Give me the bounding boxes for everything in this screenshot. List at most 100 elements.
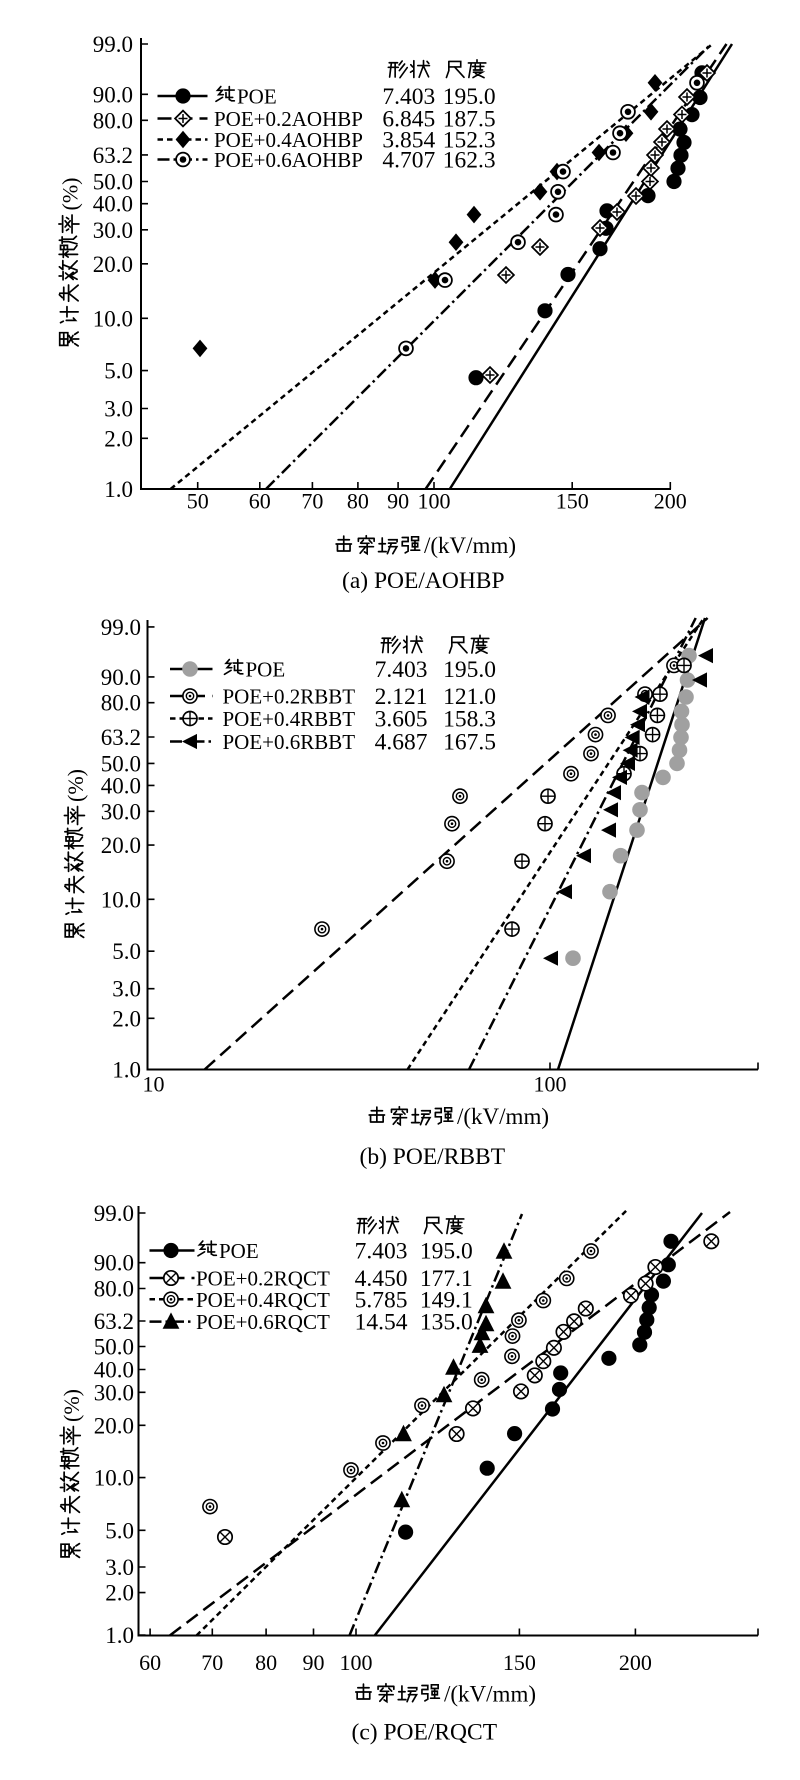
svg-text:14.54: 14.54: [355, 1310, 408, 1336]
svg-text:POE: POE: [237, 85, 277, 109]
svg-text:40.0: 40.0: [93, 192, 133, 217]
svg-text:50.0: 50.0: [93, 170, 133, 195]
svg-text:2.0: 2.0: [112, 1006, 141, 1031]
svg-text:50.0: 50.0: [101, 751, 141, 776]
svg-text:70: 70: [201, 1650, 223, 1675]
svg-text:10: 10: [143, 1072, 165, 1097]
svg-text:158.3: 158.3: [443, 707, 496, 733]
svg-text:4.450: 4.450: [355, 1266, 408, 1292]
svg-text:90: 90: [387, 489, 409, 514]
svg-text:63.2: 63.2: [101, 725, 141, 750]
svg-text:20.0: 20.0: [94, 1413, 134, 1438]
svg-text:20.0: 20.0: [101, 833, 141, 858]
svg-text:63.2: 63.2: [93, 143, 133, 168]
svg-text:2.0: 2.0: [105, 1581, 134, 1606]
svg-text:3.0: 3.0: [104, 397, 133, 422]
svg-text:100: 100: [418, 489, 451, 514]
svg-text:167.5: 167.5: [443, 730, 496, 756]
svg-text:POE: POE: [246, 658, 286, 682]
svg-text:195.0: 195.0: [443, 657, 496, 683]
svg-text:187.5: 187.5: [443, 107, 496, 133]
svg-text:(%): (%): [63, 769, 88, 802]
svg-text:20.0: 20.0: [93, 252, 133, 277]
svg-text:80.0: 80.0: [94, 1277, 134, 1302]
svg-text:80.0: 80.0: [101, 691, 141, 716]
svg-text:70: 70: [301, 489, 323, 514]
svg-text:2.121: 2.121: [375, 684, 428, 710]
svg-text:6.845: 6.845: [382, 107, 435, 133]
svg-text:10.0: 10.0: [93, 306, 133, 331]
svg-text:99.0: 99.0: [101, 615, 141, 640]
svg-text:1.0: 1.0: [104, 477, 133, 502]
svg-text:99.0: 99.0: [94, 1201, 134, 1226]
svg-text:99.0: 99.0: [93, 32, 133, 57]
svg-text:63.2: 63.2: [94, 1309, 134, 1334]
svg-text:80: 80: [347, 489, 369, 514]
svg-text:3.0: 3.0: [112, 977, 141, 1002]
svg-text:(%): (%): [58, 178, 83, 211]
svg-text:162.3: 162.3: [443, 148, 496, 174]
svg-text:POE+0.2AOHBP: POE+0.2AOHBP: [214, 107, 363, 131]
svg-text:(c) POE/RQCT: (c) POE/RQCT: [352, 1720, 498, 1746]
svg-text:1.0: 1.0: [105, 1623, 134, 1648]
svg-text:5.0: 5.0: [112, 939, 141, 964]
svg-text:150: 150: [556, 489, 589, 514]
svg-text:(b) POE/RBBT: (b) POE/RBBT: [360, 1144, 506, 1170]
svg-text:195.0: 195.0: [420, 1239, 473, 1265]
svg-text:7.403: 7.403: [355, 1239, 408, 1265]
svg-text:POE+0.4RQCT: POE+0.4RQCT: [196, 1288, 330, 1312]
svg-text:50: 50: [187, 489, 209, 514]
svg-text:80: 80: [255, 1650, 277, 1675]
svg-text:POE: POE: [219, 1239, 259, 1263]
svg-text:/(kV/mm): /(kV/mm): [424, 533, 516, 558]
svg-text:152.3: 152.3: [443, 128, 496, 154]
svg-text:7.403: 7.403: [375, 657, 428, 683]
svg-text:(a) POE/AOHBP: (a) POE/AOHBP: [342, 568, 505, 594]
svg-text:60: 60: [139, 1650, 161, 1675]
svg-text:POE+0.6RBBT: POE+0.6RBBT: [223, 730, 356, 754]
svg-text:POE+0.2RBBT: POE+0.2RBBT: [223, 685, 356, 709]
svg-text:121.0: 121.0: [443, 684, 496, 710]
svg-text:/(kV/mm): /(kV/mm): [457, 1104, 549, 1129]
svg-text:177.1: 177.1: [420, 1266, 473, 1292]
svg-text:1.0: 1.0: [112, 1058, 141, 1083]
svg-text:7.403: 7.403: [382, 84, 435, 110]
svg-text:POE+0.6AOHBP: POE+0.6AOHBP: [214, 148, 363, 172]
svg-text:50.0: 50.0: [94, 1335, 134, 1360]
svg-text:10.0: 10.0: [94, 1466, 134, 1491]
svg-text:60: 60: [249, 489, 271, 514]
svg-text:5.785: 5.785: [355, 1287, 408, 1313]
svg-text:/(kV/mm): /(kV/mm): [444, 1682, 536, 1707]
svg-text:POE+0.4AOHBP: POE+0.4AOHBP: [214, 128, 363, 152]
svg-text:POE+0.4RBBT: POE+0.4RBBT: [223, 707, 356, 731]
svg-text:10.0: 10.0: [101, 887, 141, 912]
svg-text:3.605: 3.605: [375, 707, 428, 733]
svg-text:5.0: 5.0: [105, 1518, 134, 1543]
svg-text:30.0: 30.0: [101, 799, 141, 824]
svg-text:3.0: 3.0: [105, 1555, 134, 1580]
svg-text:90: 90: [303, 1650, 325, 1675]
svg-text:5.0: 5.0: [104, 359, 133, 384]
svg-text:POE+0.6RQCT: POE+0.6RQCT: [196, 1310, 330, 1334]
svg-text:149.1: 149.1: [420, 1287, 473, 1313]
svg-text:90.0: 90.0: [101, 665, 141, 690]
svg-text:195.0: 195.0: [443, 84, 496, 110]
svg-text:3.854: 3.854: [382, 128, 435, 154]
svg-text:80.0: 80.0: [93, 108, 133, 133]
svg-text:40.0: 40.0: [94, 1358, 134, 1383]
svg-text:40.0: 40.0: [101, 773, 141, 798]
svg-text:200: 200: [654, 489, 687, 514]
svg-text:4.707: 4.707: [382, 148, 435, 174]
svg-text:90.0: 90.0: [93, 82, 133, 107]
svg-text:135.0: 135.0: [420, 1310, 473, 1336]
svg-text:30.0: 30.0: [94, 1380, 134, 1405]
svg-text:30.0: 30.0: [93, 218, 133, 243]
svg-text:200: 200: [619, 1650, 652, 1675]
svg-text:4.687: 4.687: [375, 730, 428, 756]
svg-text:150: 150: [503, 1650, 536, 1675]
svg-text:90.0: 90.0: [94, 1251, 134, 1276]
svg-text:POE+0.2RQCT: POE+0.2RQCT: [196, 1267, 330, 1291]
svg-text:(%): (%): [59, 1389, 84, 1422]
svg-text:100: 100: [534, 1072, 567, 1097]
svg-text:100: 100: [340, 1650, 373, 1675]
